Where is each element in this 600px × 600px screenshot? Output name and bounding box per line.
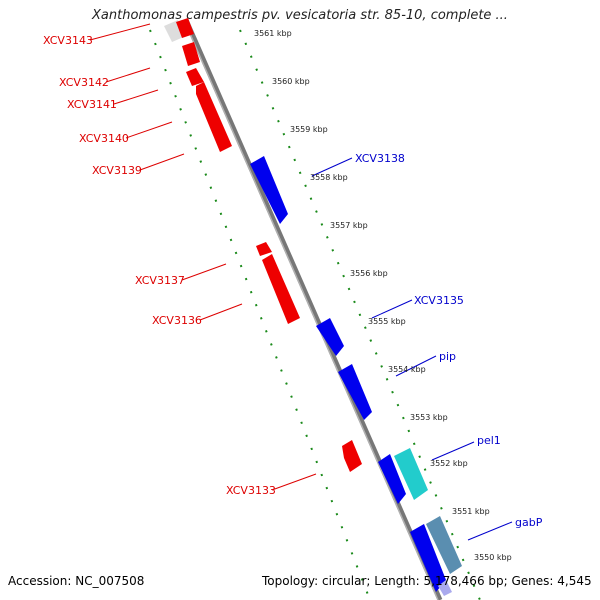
gene-xcv3140[interactable] [196, 82, 232, 152]
leader-pip [395, 355, 437, 377]
gene-label-pel1[interactable]: pel1 [477, 434, 501, 447]
gene-label-xcv3139[interactable]: XCV3139 [92, 164, 142, 177]
gene-label-pip[interactable]: pip [439, 350, 456, 363]
outer-dotted-ring [239, 29, 481, 600]
gene-label-xcv3143[interactable]: XCV3143 [43, 34, 93, 47]
gene-pel1[interactable] [394, 448, 428, 500]
gene-label-xcv3135[interactable]: XCV3135 [414, 294, 464, 307]
gene-gabp[interactable] [426, 516, 462, 574]
leader-xcv3141 [113, 89, 159, 105]
leader-xcv3140 [125, 121, 173, 139]
gene-xcv3133[interactable] [342, 440, 362, 472]
leader-xcv3133 [271, 473, 317, 491]
gene-xcv3143[interactable] [176, 18, 194, 38]
gene-label-xcv3136[interactable]: XCV3136 [152, 314, 202, 327]
gene-label-xcv3138[interactable]: XCV3138 [355, 152, 405, 165]
leader-xcv3136 [199, 303, 243, 321]
leader-xcv3137 [181, 263, 227, 281]
gene-label-xcv3137[interactable]: XCV3137 [135, 274, 185, 287]
gene-blue-near-pel1[interactable] [378, 454, 406, 504]
gene-xcv3141[interactable] [186, 68, 204, 86]
tick-label: 3560 kbp [272, 77, 310, 86]
gene-xcv3138[interactable] [250, 156, 288, 224]
gene-label-gabp[interactable]: gabP [515, 516, 543, 529]
gene-xcv3135[interactable] [316, 318, 344, 356]
tick-label: 3551 kbp [452, 507, 490, 516]
tick-label: 3557 kbp [330, 221, 368, 230]
leader-xcv3143 [89, 23, 151, 41]
leader-xcv3139 [139, 153, 185, 171]
tick-label: 3561 kbp [254, 29, 292, 38]
gene-xcv3142[interactable] [182, 42, 200, 66]
backbone-line [183, 18, 443, 600]
tick-label: 3555 kbp [368, 317, 406, 326]
gene-xcv3137[interactable] [256, 242, 272, 256]
tick-label: 3553 kbp [410, 413, 448, 422]
leader-xcv3135 [371, 299, 413, 319]
gene-label-xcv3140[interactable]: XCV3140 [79, 132, 129, 145]
leader-xcv3142 [105, 67, 151, 83]
tick-label: 3554 kbp [388, 365, 426, 374]
tick-label: 3550 kbp [474, 553, 512, 562]
accession-text: Accession: NC_007508 [8, 574, 145, 588]
leader-pel1 [431, 441, 475, 461]
leader-xcv3138 [311, 157, 353, 177]
map-title: Xanthomonas campestris pv. vesicatoria s… [92, 8, 508, 23]
tick-label: 3552 kbp [430, 459, 468, 468]
summary-text: Topology: circular; Length: 5,178,466 bp… [262, 574, 592, 588]
tick-label: 3559 kbp [290, 125, 328, 134]
tick-label: 3556 kbp [350, 269, 388, 278]
gene-label-xcv3141[interactable]: XCV3141 [67, 98, 117, 111]
gene-xcv3136[interactable] [262, 254, 300, 324]
gene-blue-near-gabp[interactable] [410, 524, 446, 592]
leader-gabp [467, 521, 513, 541]
tick-label: 3558 kbp [310, 173, 348, 182]
backbone-highlight [183, 19, 439, 600]
gene-pip[interactable] [338, 364, 372, 420]
gene-label-xcv3142[interactable]: XCV3142 [59, 76, 109, 89]
gene-small-bottom[interactable] [438, 580, 452, 596]
gene-label-xcv3133[interactable]: XCV3133 [226, 484, 276, 497]
